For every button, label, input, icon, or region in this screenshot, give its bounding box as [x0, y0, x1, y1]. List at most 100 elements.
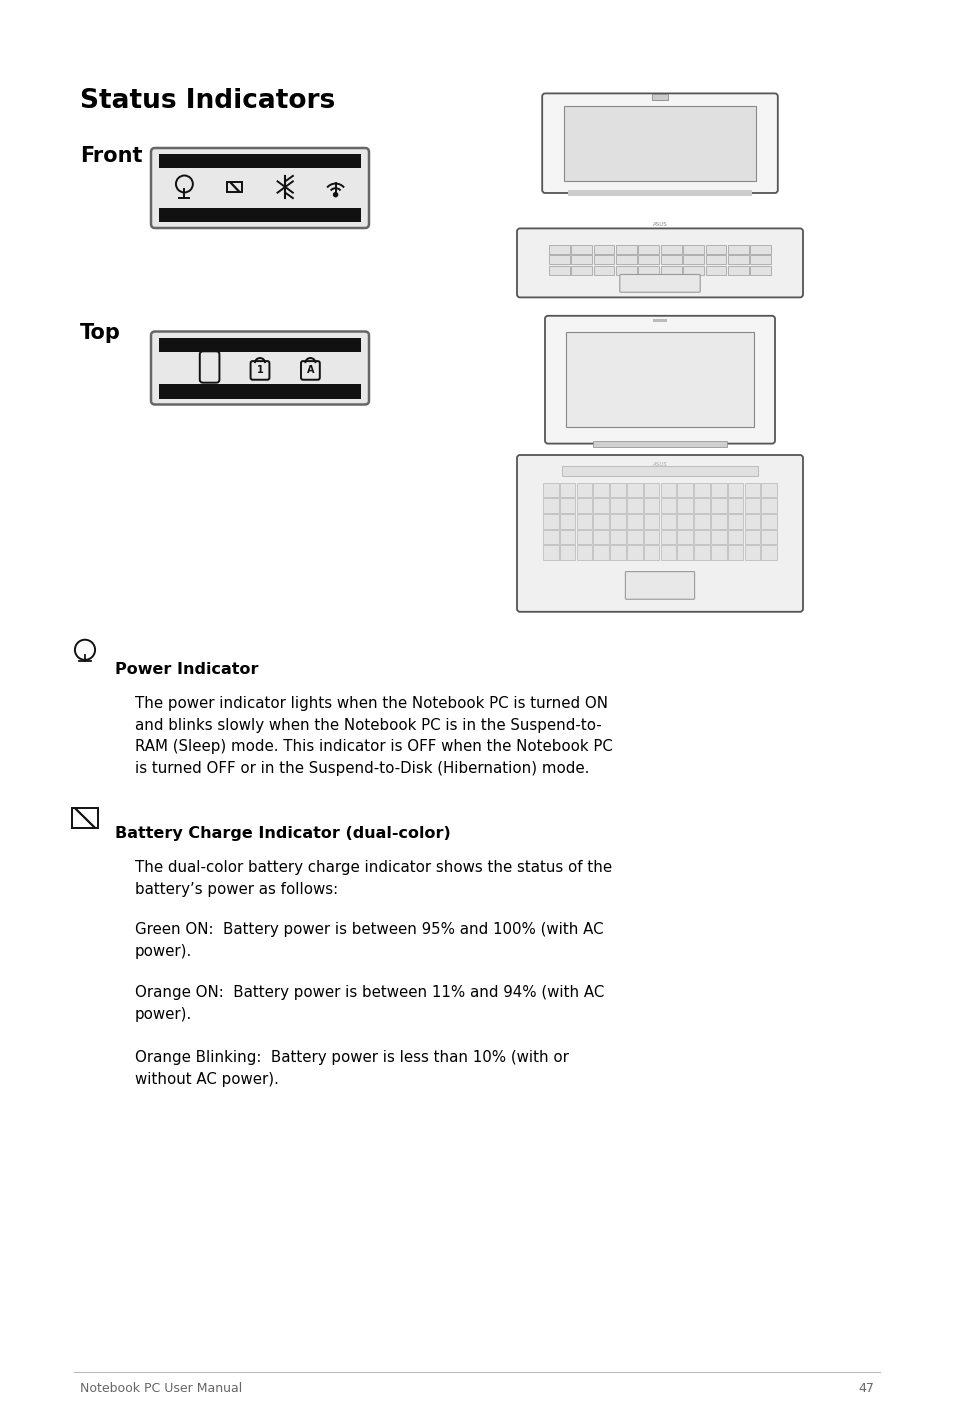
Circle shape [334, 193, 337, 197]
Text: Notebook PC User Manual: Notebook PC User Manual [80, 1383, 242, 1395]
Bar [727, 482, 742, 498]
Bar [559, 546, 575, 560]
Bar [744, 498, 760, 513]
Bar [744, 513, 760, 529]
Bar [760, 498, 776, 513]
Bar [744, 530, 760, 545]
Bar [660, 255, 680, 264]
Text: ASUS: ASUS [652, 461, 667, 467]
Text: Top: Top [80, 323, 121, 343]
Text: Status Indicators: Status Indicators [80, 88, 335, 113]
FancyBboxPatch shape [151, 147, 369, 228]
Text: Battery Charge Indicator (dual-color): Battery Charge Indicator (dual-color) [115, 827, 450, 841]
Bar [548, 265, 569, 275]
Bar [593, 513, 608, 529]
Bar [727, 546, 742, 560]
Text: Orange ON:  Battery power is between 11% and 94% (with AC
power).: Orange ON: Battery power is between 11% … [135, 986, 604, 1021]
Bar [576, 546, 592, 560]
Bar [643, 546, 659, 560]
Bar [651, 95, 667, 101]
Bar [565, 332, 753, 427]
Bar [571, 244, 592, 254]
Bar [710, 546, 726, 560]
Bar [760, 546, 776, 560]
Bar [542, 498, 558, 513]
Bar [643, 498, 659, 513]
Bar [638, 244, 659, 254]
Bar [694, 530, 709, 545]
Bar [571, 265, 592, 275]
Bar [568, 190, 751, 196]
Bar [677, 498, 692, 513]
Bar [576, 513, 592, 529]
FancyBboxPatch shape [517, 228, 802, 298]
Bar [744, 546, 760, 560]
Bar [542, 546, 558, 560]
Bar [694, 546, 709, 560]
Bar [710, 513, 726, 529]
Bar [660, 244, 680, 254]
Bar [571, 255, 592, 264]
Bar [559, 498, 575, 513]
Bar [626, 530, 642, 545]
Bar [643, 482, 659, 498]
Bar [610, 482, 625, 498]
Bar [682, 265, 703, 275]
Bar [593, 255, 614, 264]
Bar [593, 244, 614, 254]
Bar [576, 482, 592, 498]
Bar [592, 441, 726, 447]
Bar [659, 530, 676, 545]
Bar [593, 530, 608, 545]
Bar [593, 546, 608, 560]
Bar [750, 255, 770, 264]
Text: Front: Front [80, 146, 142, 166]
Bar [750, 265, 770, 275]
Bar [638, 265, 659, 275]
Text: 1: 1 [256, 364, 263, 374]
Bar [616, 255, 637, 264]
Bar [659, 546, 676, 560]
Bar [727, 265, 748, 275]
Bar [677, 482, 692, 498]
Text: ASUS: ASUS [652, 223, 667, 227]
Bar [694, 513, 709, 529]
Bar [659, 498, 676, 513]
Bar [710, 498, 726, 513]
Bar [760, 530, 776, 545]
Bar [542, 513, 558, 529]
Bar [727, 530, 742, 545]
Text: Orange Blinking:  Battery power is less than 10% (with or
without AC power).: Orange Blinking: Battery power is less t… [135, 1049, 568, 1086]
FancyBboxPatch shape [151, 332, 369, 404]
Bar [610, 546, 625, 560]
Bar [744, 482, 760, 498]
Bar [677, 546, 692, 560]
Bar [542, 530, 558, 545]
Bar [159, 337, 360, 352]
Bar [705, 265, 725, 275]
Bar [727, 513, 742, 529]
Bar [626, 513, 642, 529]
Bar [559, 482, 575, 498]
Bar [559, 513, 575, 529]
Bar [652, 319, 666, 322]
Text: The power indicator lights when the Notebook PC is turned ON
and blinks slowly w: The power indicator lights when the Note… [135, 696, 612, 776]
Bar [610, 530, 625, 545]
Bar [559, 530, 575, 545]
Bar [561, 465, 758, 476]
Bar [227, 182, 242, 193]
Text: The dual-color battery charge indicator shows the status of the
battery’s power : The dual-color battery charge indicator … [135, 859, 612, 896]
Bar [760, 482, 776, 498]
Bar [710, 530, 726, 545]
Text: Power Indicator: Power Indicator [115, 662, 258, 676]
Bar [659, 513, 676, 529]
Bar [660, 265, 680, 275]
Bar [576, 530, 592, 545]
Bar [610, 513, 625, 529]
FancyBboxPatch shape [517, 455, 802, 611]
Bar [727, 244, 748, 254]
Bar [616, 265, 637, 275]
Bar [682, 244, 703, 254]
Bar [682, 255, 703, 264]
Bar [659, 482, 676, 498]
